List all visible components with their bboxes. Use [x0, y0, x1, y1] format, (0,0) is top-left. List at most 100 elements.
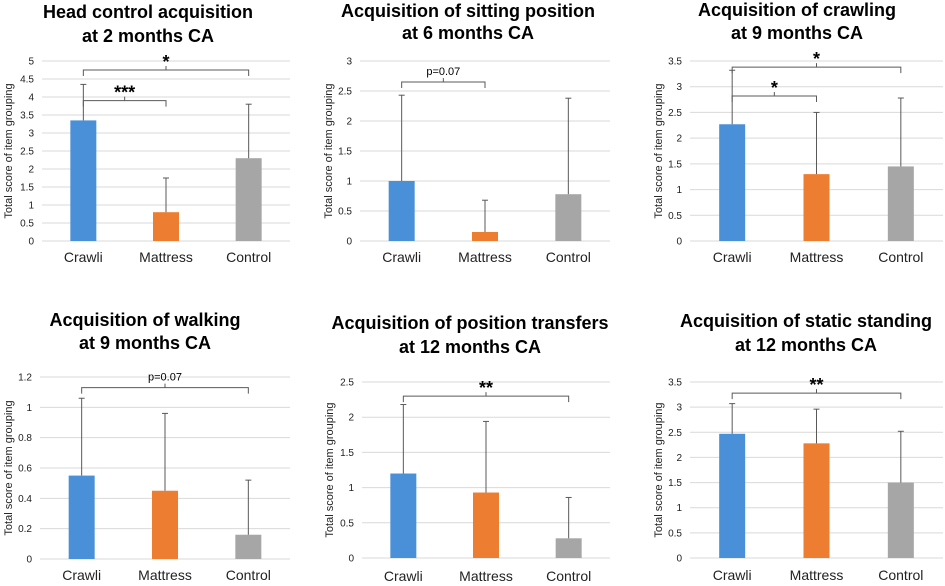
- chart-2-ytick-label: 1: [346, 177, 352, 188]
- chart-1-bar-mattress: [153, 212, 179, 241]
- chart-2-bar-control: [555, 194, 582, 241]
- chart-4-category-label-control: Control: [226, 567, 271, 583]
- chart-3-title-line-1: Acquisition of crawling: [698, 0, 896, 20]
- chart-5-bar-control: [555, 538, 582, 558]
- chart-3-category-label-control: Control: [878, 249, 923, 265]
- chart-6-bar-crawli: [719, 433, 746, 558]
- chart-2-significance-bracket: [401, 81, 486, 88]
- chart-4-ytick-label: 0.4: [18, 494, 32, 505]
- chart-3-significance-label: *: [771, 78, 778, 98]
- chart-5-title-line-1: Acquisition of position transfers: [331, 313, 608, 333]
- chart-4-ytick-label: 0.2: [18, 524, 32, 535]
- chart-5-category-label-control: Control: [546, 568, 591, 584]
- chart-1-ylabel: Total score of item grouping: [3, 83, 15, 218]
- chart-6-ytick-label: 3: [676, 403, 682, 414]
- chart-2-title-line-2: at 6 months CA: [402, 23, 534, 43]
- chart-2-ytick-label: 2.5: [338, 87, 352, 98]
- chart-4-title-line-1: Acquisition of walking: [49, 310, 240, 330]
- chart-4-category-label-mattress: Mattress: [138, 567, 192, 583]
- chart-6-significance-bracket: [731, 392, 902, 400]
- chart-5-ytick-label: 2.5: [340, 378, 354, 389]
- chart-6-category-label-mattress: Mattress: [790, 567, 844, 583]
- chart-3-ytick-label: 3.5: [668, 57, 682, 68]
- chart-1-ytick-label: 2.5: [20, 147, 34, 158]
- chart-1-ytick-label: 5: [28, 57, 34, 68]
- chart-5-category-label-crawli: Crawli: [384, 568, 423, 584]
- chart-2-ylabel: Total score of item grouping: [323, 83, 335, 218]
- chart-1-title-line-1: Head control acquisition: [43, 2, 253, 22]
- chart-3-ytick-label: 0.5: [668, 211, 682, 222]
- chart-3-ytick-label: 2: [676, 134, 682, 145]
- chart-5-bar-crawli: [390, 473, 417, 558]
- chart-5-ytick-label: 1: [348, 483, 354, 494]
- chart-6-bar-mattress: [803, 443, 830, 558]
- chart-3-ytick-label: 0: [676, 237, 682, 248]
- chart-3-bar-control: [887, 166, 914, 241]
- chart-6-ytick-label: 3.5: [668, 378, 682, 389]
- chart-2-significance-label: p=0.07: [426, 66, 460, 78]
- chart-5-ylabel: Total score of item grouping: [324, 402, 336, 537]
- chart-4-ytick-label: 0: [26, 555, 32, 566]
- chart-2-ytick-label: 1.5: [338, 147, 352, 158]
- chart-6-ytick-label: 2: [676, 453, 682, 464]
- chart-3-category-label-mattress: Mattress: [790, 249, 844, 265]
- chart-1-significance-label: *: [162, 52, 169, 72]
- chart-6-bar-control: [887, 482, 914, 558]
- chart-3-ytick-label: 2.5: [668, 108, 682, 119]
- chart-1-ytick-label: 0: [28, 237, 34, 248]
- chart-4-category-label-crawli: Crawli: [62, 567, 101, 583]
- chart-2-ytick-label: 3: [346, 57, 352, 68]
- chart-1-title-line-2: at 2 months CA: [82, 26, 214, 46]
- chart-3-bar-crawli: [719, 124, 746, 241]
- chart-2-category-label-mattress: Mattress: [458, 249, 512, 265]
- chart-1-ytick-label: 4.5: [20, 75, 34, 86]
- chart-3-ylabel: Total score of item grouping: [653, 83, 665, 218]
- chart-6-ytick-label: 0: [676, 554, 682, 565]
- chart-2-ytick-label: 0.5: [338, 207, 352, 218]
- chart-2-ytick-label: 0: [346, 237, 352, 248]
- chart-4-ytick-label: 0.6: [18, 464, 32, 475]
- chart-2-title-line-1: Acquisition of sitting position: [341, 1, 595, 21]
- chart-1-ytick-label: 0.5: [20, 219, 34, 230]
- chart-1-category-label-control: Control: [226, 249, 271, 265]
- chart-1-ytick-label: 1.5: [20, 183, 34, 194]
- chart-1-bar-crawli: [70, 120, 97, 241]
- chart-6-ytick-label: 2.5: [668, 428, 682, 439]
- chart-4-ylabel: Total score of item grouping: [3, 400, 15, 535]
- chart-6-significance-label: **: [809, 375, 823, 395]
- chart-6-ytick-label: 1.5: [668, 478, 682, 489]
- chart-4-ytick-label: 1.2: [18, 373, 32, 384]
- chart-1-category-label-mattress: Mattress: [139, 249, 193, 265]
- chart-6-category-label-control: Control: [878, 567, 923, 583]
- chart-3-significance-label: *: [813, 49, 820, 69]
- chart-4-bar-crawli: [68, 475, 95, 559]
- chart-6-ylabel: Total score of item grouping: [653, 402, 665, 537]
- chart-4-ytick-label: 0.8: [18, 433, 32, 444]
- chart-6-category-label-crawli: Crawli: [713, 567, 752, 583]
- chart-3-ytick-label: 1: [676, 185, 682, 196]
- chart-4-bar-mattress: [152, 490, 178, 559]
- chart-5-category-label-mattress: Mattress: [459, 568, 513, 584]
- chart-3-bar-mattress: [803, 174, 830, 241]
- chart-5-bar-mattress: [473, 492, 499, 558]
- chart-3-category-label-crawli: Crawli: [713, 249, 752, 265]
- chart-2-category-label-crawli: Crawli: [382, 249, 421, 265]
- chart-4-significance-bracket: [81, 387, 249, 394]
- chart-4-title-line-2: at 9 months CA: [79, 333, 211, 353]
- chart-1-ytick-label: 2: [28, 165, 34, 176]
- chart-6-ytick-label: 1: [676, 503, 682, 514]
- chart-3-title-line-2: at 9 months CA: [731, 23, 863, 43]
- chart-2-ytick-label: 2: [346, 117, 352, 128]
- chart-2-category-label-control: Control: [546, 249, 591, 265]
- chart-1-significance-label: ***: [114, 83, 135, 103]
- chart-5-ytick-label: 2: [348, 413, 354, 424]
- chart-6-ytick-label: 0.5: [668, 528, 682, 539]
- chart-4-significance-label: p=0.07: [148, 372, 182, 384]
- chart-5-ytick-label: 0.5: [340, 518, 354, 529]
- chart-4-bar-control: [235, 534, 262, 559]
- chart-5-significance-label: **: [479, 378, 493, 398]
- chart-1-ytick-label: 3.5: [20, 111, 34, 122]
- chart-3-ytick-label: 3: [676, 82, 682, 93]
- chart-6-title-line-2: at 12 months CA: [735, 335, 877, 355]
